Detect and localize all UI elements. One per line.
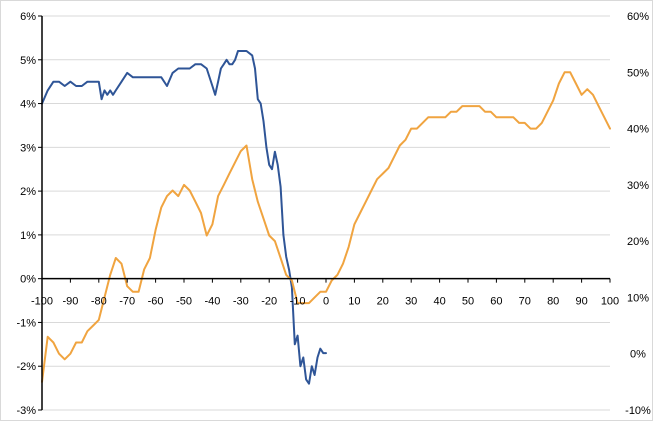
- x-tick-label-1: -90: [62, 296, 78, 308]
- x-tick-label-2: -80: [91, 296, 107, 308]
- y-left-tick-label-0: 6%: [20, 11, 36, 23]
- x-tick-label-10: 0: [323, 296, 329, 308]
- tick-labels: 6% 5% 4% 3% 2% 1% 0% -1% -2% -3% 60% 50% 40% 30% 20% 10…: [16, 11, 651, 417]
- x-tick-label-16: 60: [490, 296, 502, 308]
- series-line-1: [41, 71, 611, 383]
- y-right-tick-label-7: -10%: [625, 405, 651, 417]
- y-left-tick-label-5: 1%: [20, 230, 36, 242]
- y-right-tick-label-6: 0%: [630, 349, 646, 361]
- x-tick-label-14: 40: [433, 296, 445, 308]
- y-left-tick-label-2: 4%: [20, 99, 36, 111]
- x-tick-label-11: 10: [348, 296, 360, 308]
- y-left-tick-label-4: 2%: [20, 186, 36, 198]
- x-tick-label-12: 20: [377, 296, 389, 308]
- y-left-tick-label-3: 3%: [20, 142, 36, 154]
- y-left-tick-label-8: -2%: [16, 361, 36, 373]
- y-left-tick-label-9: -3%: [16, 405, 36, 417]
- x-tick-label-20: 100: [601, 296, 619, 308]
- x-tick-label-17: 70: [519, 296, 531, 308]
- y-right-tick-label-2: 40%: [627, 124, 649, 136]
- x-tick-label-19: 90: [575, 296, 587, 308]
- x-tick-label-9: -10: [290, 296, 306, 308]
- x-tick-label-0: -100: [31, 296, 53, 308]
- series-lines: [41, 50, 611, 385]
- y-right-tick-label-5: 10%: [627, 292, 649, 304]
- x-tick-label-8: -20: [261, 296, 277, 308]
- x-tick-label-4: -60: [148, 296, 164, 308]
- x-tick-label-13: 30: [405, 296, 417, 308]
- series-line-0: [41, 50, 327, 385]
- axes: [38, 15, 611, 411]
- y-right-tick-label-3: 30%: [627, 180, 649, 192]
- y-left-tick-label-6: 0%: [20, 274, 36, 286]
- y-right-tick-label-0: 60%: [627, 11, 649, 23]
- gridlines: [42, 15, 610, 411]
- y-left-tick-label-1: 5%: [20, 55, 36, 67]
- x-tick-label-3: -70: [119, 296, 135, 308]
- x-tick-label-18: 80: [547, 296, 559, 308]
- x-tick-label-6: -40: [204, 296, 220, 308]
- x-tick-label-7: -30: [233, 296, 249, 308]
- y-right-tick-label-4: 20%: [627, 236, 649, 248]
- y-left-tick-label-7: -1%: [16, 317, 36, 329]
- x-tick-label-15: 50: [462, 296, 474, 308]
- x-tick-label-5: -50: [176, 296, 192, 308]
- y-right-tick-label-1: 50%: [627, 67, 649, 79]
